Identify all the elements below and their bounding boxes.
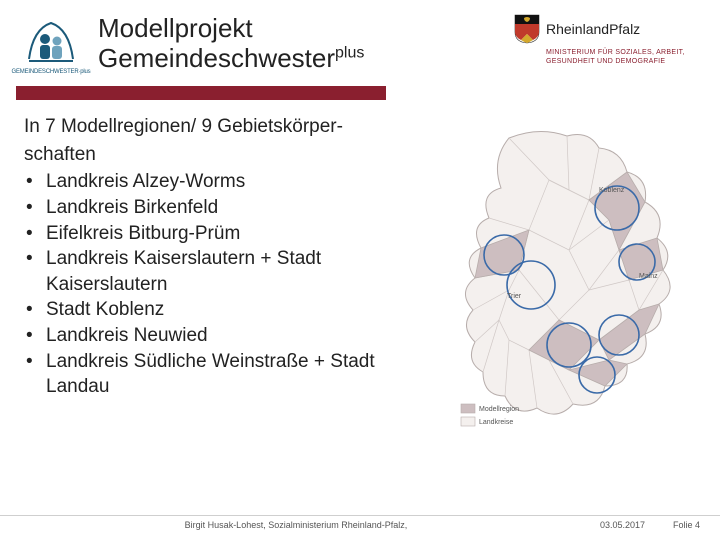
rlp-wordmark: RheinlandPfalz <box>546 21 640 37</box>
intro-line-1: In 7 Modellregionen/ 9 Gebietskörper- <box>24 114 434 140</box>
svg-text:Modellregion: Modellregion <box>479 406 519 413</box>
region-item: Landkreis Neuwied <box>24 323 434 349</box>
project-logo: GEMEINDESCHWESTER·plus <box>16 10 86 80</box>
footer-page: Folie 4 <box>673 520 700 530</box>
footer-author: Birgit Husak-Lohest, Sozialministerium R… <box>20 520 572 530</box>
rlp-map: Trier Mainz Koblenz Modellregion Landkre… <box>449 120 699 430</box>
map-label-mainz: Mainz <box>639 273 658 280</box>
slide-footer: Birgit Husak-Lohest, Sozialministerium R… <box>0 515 720 530</box>
title-superscript: plus <box>335 44 364 61</box>
slide-header: GEMEINDESCHWESTER·plus Modellprojekt Gem… <box>0 0 720 80</box>
footer-date: 03.05.2017 <box>600 520 645 530</box>
gemeindeschwester-icon <box>23 15 79 67</box>
state-logo: RheinlandPfalz MINISTERIUM FÜR SOZIALES,… <box>514 10 704 66</box>
map-label-koblenz: Koblenz <box>599 187 625 194</box>
region-item: Landkreis Kaiserslautern + Stadt Kaisers… <box>24 246 434 297</box>
region-item: Landkreis Südliche Weinstraße + Stadt La… <box>24 349 434 400</box>
accent-bar <box>16 86 386 100</box>
slide-body: In 7 Modellregionen/ 9 Gebietskörper- sc… <box>0 100 720 430</box>
text-column: In 7 Modellregionen/ 9 Gebietskörper- sc… <box>24 114 434 430</box>
region-item: Eifelkreis Bitburg-Prüm <box>24 221 434 247</box>
ministry-name: MINISTERIUM FÜR SOZIALES, ARBEIT, GESUND… <box>546 48 704 66</box>
svg-text:Landkreise: Landkreise <box>479 419 513 426</box>
region-item: Landkreis Birkenfeld <box>24 195 434 221</box>
rlp-shield-icon <box>514 14 540 44</box>
region-item: Stadt Koblenz <box>24 297 434 323</box>
map-legend: Modellregion Landkreise <box>461 404 519 426</box>
title-block: Modellprojekt Gemeindeschwesterplus <box>98 10 502 74</box>
title-base: Gemeindeschwester <box>98 43 335 73</box>
project-logo-caption: GEMEINDESCHWESTER·plus <box>12 69 91 75</box>
title-line-2: Gemeindeschwesterplus <box>98 44 502 74</box>
title-line-1: Modellprojekt <box>98 14 502 44</box>
region-item: Landkreis Alzey-Worms <box>24 169 434 195</box>
map-label-trier: Trier <box>507 293 522 300</box>
map-column: Trier Mainz Koblenz Modellregion Landkre… <box>444 114 704 430</box>
intro-line-2: schaften <box>24 142 434 168</box>
regions-list: Landkreis Alzey-WormsLandkreis Birkenfel… <box>24 169 434 400</box>
